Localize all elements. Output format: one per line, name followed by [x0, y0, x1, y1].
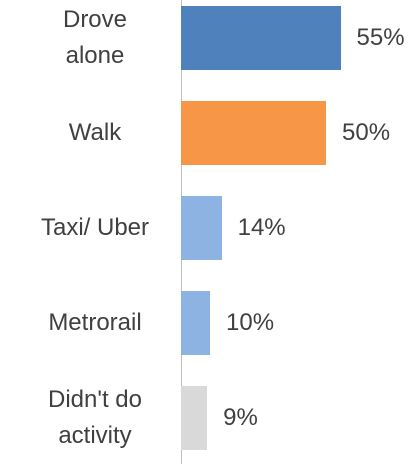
- bar: [181, 196, 222, 260]
- bar: [181, 386, 208, 450]
- category-label: Walk: [68, 119, 122, 146]
- category-label: Taxi/ Uber: [40, 214, 150, 241]
- value-label: 10%: [226, 309, 275, 336]
- bar: [181, 101, 326, 165]
- category-label: Metrorail: [48, 309, 142, 336]
- value-label: 9%: [223, 404, 258, 431]
- value-label: 50%: [342, 119, 391, 146]
- value-label: 55%: [356, 24, 405, 51]
- value-label: 14%: [237, 214, 286, 241]
- bar: [181, 291, 210, 355]
- category-label: Drove alone: [62, 6, 128, 69]
- bar: [181, 6, 341, 70]
- category-label: Didn't do activity: [48, 386, 142, 449]
